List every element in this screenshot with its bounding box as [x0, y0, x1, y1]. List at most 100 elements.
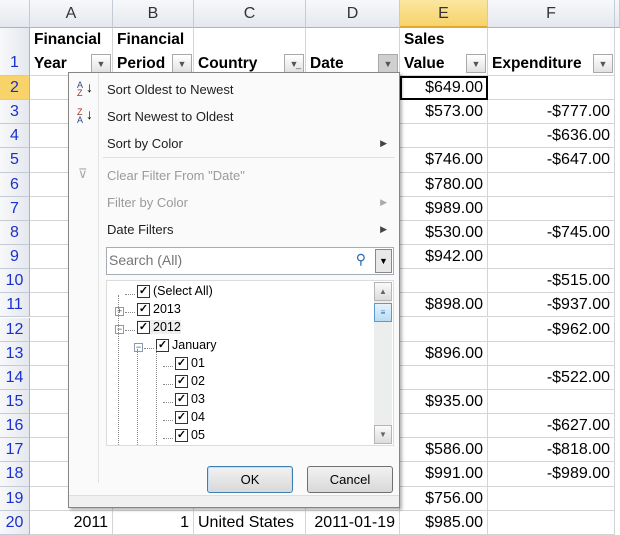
cell-F9[interactable] — [488, 245, 615, 270]
checkbox-checked[interactable]: ✓ — [175, 410, 188, 424]
search-box[interactable]: ⚲ ▼ — [106, 247, 394, 275]
menu-item-sort-newest[interactable]: Sort Newest to Oldest — [107, 109, 234, 124]
row-header-2[interactable]: 2 — [0, 76, 30, 101]
header-cell-F[interactable]: Expenditure — [488, 28, 615, 76]
filter-applied-button[interactable]: ▼̲ — [284, 54, 304, 73]
row-header-9[interactable]: 9 — [0, 245, 30, 270]
row-header-1[interactable]: 1 — [0, 28, 30, 76]
checkbox-checked[interactable]: ✓ — [175, 428, 188, 442]
checkbox-checked[interactable]: ✓ — [175, 356, 188, 370]
row-header-12[interactable]: 12 — [0, 317, 30, 342]
cell-D20[interactable]: 2011-01-19 — [306, 510, 400, 535]
search-input[interactable] — [107, 248, 347, 272]
scroll-thumb[interactable]: ≡ — [374, 303, 392, 322]
column-header-C[interactable]: C — [194, 0, 306, 28]
cell-F16[interactable]: -$627.00 — [488, 414, 615, 439]
select-all-corner[interactable] — [0, 0, 30, 28]
cell-F20[interactable] — [488, 510, 615, 535]
cell-E15[interactable]: $935.00 — [400, 389, 488, 415]
cell-E10[interactable] — [400, 269, 488, 294]
cancel-button[interactable]: Cancel — [307, 466, 393, 493]
row-header-14[interactable]: 14 — [0, 365, 30, 390]
cell-F6[interactable] — [488, 172, 615, 197]
tree-item[interactable]: ✓ (Select All) — [137, 284, 213, 298]
header-cell-B[interactable]: Financial Period — [113, 28, 194, 76]
tree-item[interactable]: ✓ 04 — [175, 410, 205, 424]
row-header-5[interactable]: 5 — [0, 148, 30, 173]
cell-F11[interactable]: -$937.00 — [488, 293, 615, 318]
cell-F7[interactable] — [488, 196, 615, 221]
row-header-4[interactable]: 4 — [0, 124, 30, 149]
cell-E4[interactable] — [400, 124, 488, 149]
cell-E17[interactable]: $586.00 — [400, 438, 488, 463]
menu-item-sort-by-color[interactable]: Sort by Color — [107, 136, 183, 151]
tree-item[interactable]: ✓ 2013 — [137, 302, 181, 316]
row-header-7[interactable]: 7 — [0, 196, 30, 221]
tree-item[interactable]: ✓ 03 — [175, 392, 205, 406]
checkbox-checked[interactable]: ✓ — [175, 374, 188, 388]
tree-item[interactable]: ✓ 05 — [175, 428, 205, 442]
resize-grip[interactable] — [69, 495, 399, 507]
cell-E16[interactable] — [400, 414, 488, 439]
expand-toggle-icon[interactable]: + — [115, 306, 124, 316]
cell-E3[interactable]: $573.00 — [400, 100, 488, 125]
filter-dropdown-button[interactable]: ▼ — [378, 54, 398, 73]
cell-F14[interactable]: -$522.00 — [488, 365, 615, 390]
cell-E13[interactable]: $896.00 — [400, 341, 488, 366]
row-header-15[interactable]: 15 — [0, 389, 30, 415]
cell-F2[interactable] — [488, 76, 615, 101]
cell-F10[interactable]: -$515.00 — [488, 269, 615, 294]
row-header-10[interactable]: 10 — [0, 269, 30, 294]
cell-E19[interactable]: $756.00 — [400, 486, 488, 511]
row-header-13[interactable]: 13 — [0, 341, 30, 366]
cell-E18[interactable]: $991.00 — [400, 462, 488, 487]
cell-F13[interactable] — [488, 341, 615, 366]
cell-F19[interactable] — [488, 486, 615, 511]
cell-E6[interactable]: $780.00 — [400, 172, 488, 197]
header-cell-E[interactable]: Sales Value — [400, 28, 488, 76]
cell-B20[interactable]: 1 — [113, 510, 194, 535]
checkbox-checked[interactable]: ✓ — [175, 392, 188, 406]
cell-F15[interactable] — [488, 389, 615, 415]
cell-E12[interactable] — [400, 317, 488, 342]
cell-F8[interactable]: -$745.00 — [488, 220, 615, 246]
cell-E11[interactable]: $898.00 — [400, 293, 488, 318]
menu-item-date-filters[interactable]: Date Filters — [107, 222, 174, 237]
checkbox-checked[interactable]: ✓ — [156, 338, 169, 352]
column-header-B[interactable]: B — [113, 0, 194, 28]
tree-scrollbar[interactable]: ▲ ≡ ▼ — [374, 282, 392, 444]
cell-F3[interactable]: -$777.00 — [488, 100, 615, 125]
expand-toggle-icon[interactable]: − — [115, 324, 124, 334]
cell-E14[interactable] — [400, 365, 488, 390]
scroll-down-button[interactable]: ▼ — [374, 425, 392, 444]
cell-F12[interactable]: -$962.00 — [488, 317, 615, 342]
cell-F4[interactable]: -$636.00 — [488, 124, 615, 149]
expand-toggle-icon[interactable]: − — [134, 342, 143, 352]
cell-F18[interactable]: -$989.00 — [488, 462, 615, 487]
cell-E5[interactable]: $746.00 — [400, 148, 488, 173]
column-header-E[interactable]: E — [400, 0, 488, 28]
cell-E8[interactable]: $530.00 — [400, 220, 488, 246]
menu-item-sort-oldest[interactable]: Sort Oldest to Newest — [107, 82, 234, 97]
tree-item[interactable]: ✓ 01 — [175, 356, 205, 370]
column-header-F[interactable]: F — [488, 0, 615, 28]
row-header-18[interactable]: 18 — [0, 462, 30, 487]
scroll-up-button[interactable]: ▲ — [374, 282, 392, 301]
cell-E2[interactable]: $649.00 — [400, 76, 488, 101]
tree-item[interactable]: ✓ 02 — [175, 374, 205, 388]
search-dropdown-button[interactable]: ▼ — [375, 249, 392, 273]
checkbox-checked[interactable]: ✓ — [137, 320, 150, 334]
tree-item[interactable]: ✓ 2012 — [137, 320, 181, 334]
ok-button[interactable]: OK — [207, 466, 293, 493]
checkbox-checked[interactable]: ✓ — [137, 302, 150, 316]
cell-E20[interactable]: $985.00 — [400, 510, 488, 535]
cell-E7[interactable]: $989.00 — [400, 196, 488, 221]
cell-C20[interactable]: United States — [194, 510, 306, 535]
row-header-11[interactable]: 11 — [0, 293, 30, 318]
row-header-16[interactable]: 16 — [0, 414, 30, 439]
row-header-8[interactable]: 8 — [0, 220, 30, 246]
row-header-3[interactable]: 3 — [0, 100, 30, 125]
row-header-6[interactable]: 6 — [0, 172, 30, 197]
cell-A20[interactable]: 2011 — [30, 510, 113, 535]
filter-dropdown-button[interactable]: ▼ — [593, 54, 613, 73]
